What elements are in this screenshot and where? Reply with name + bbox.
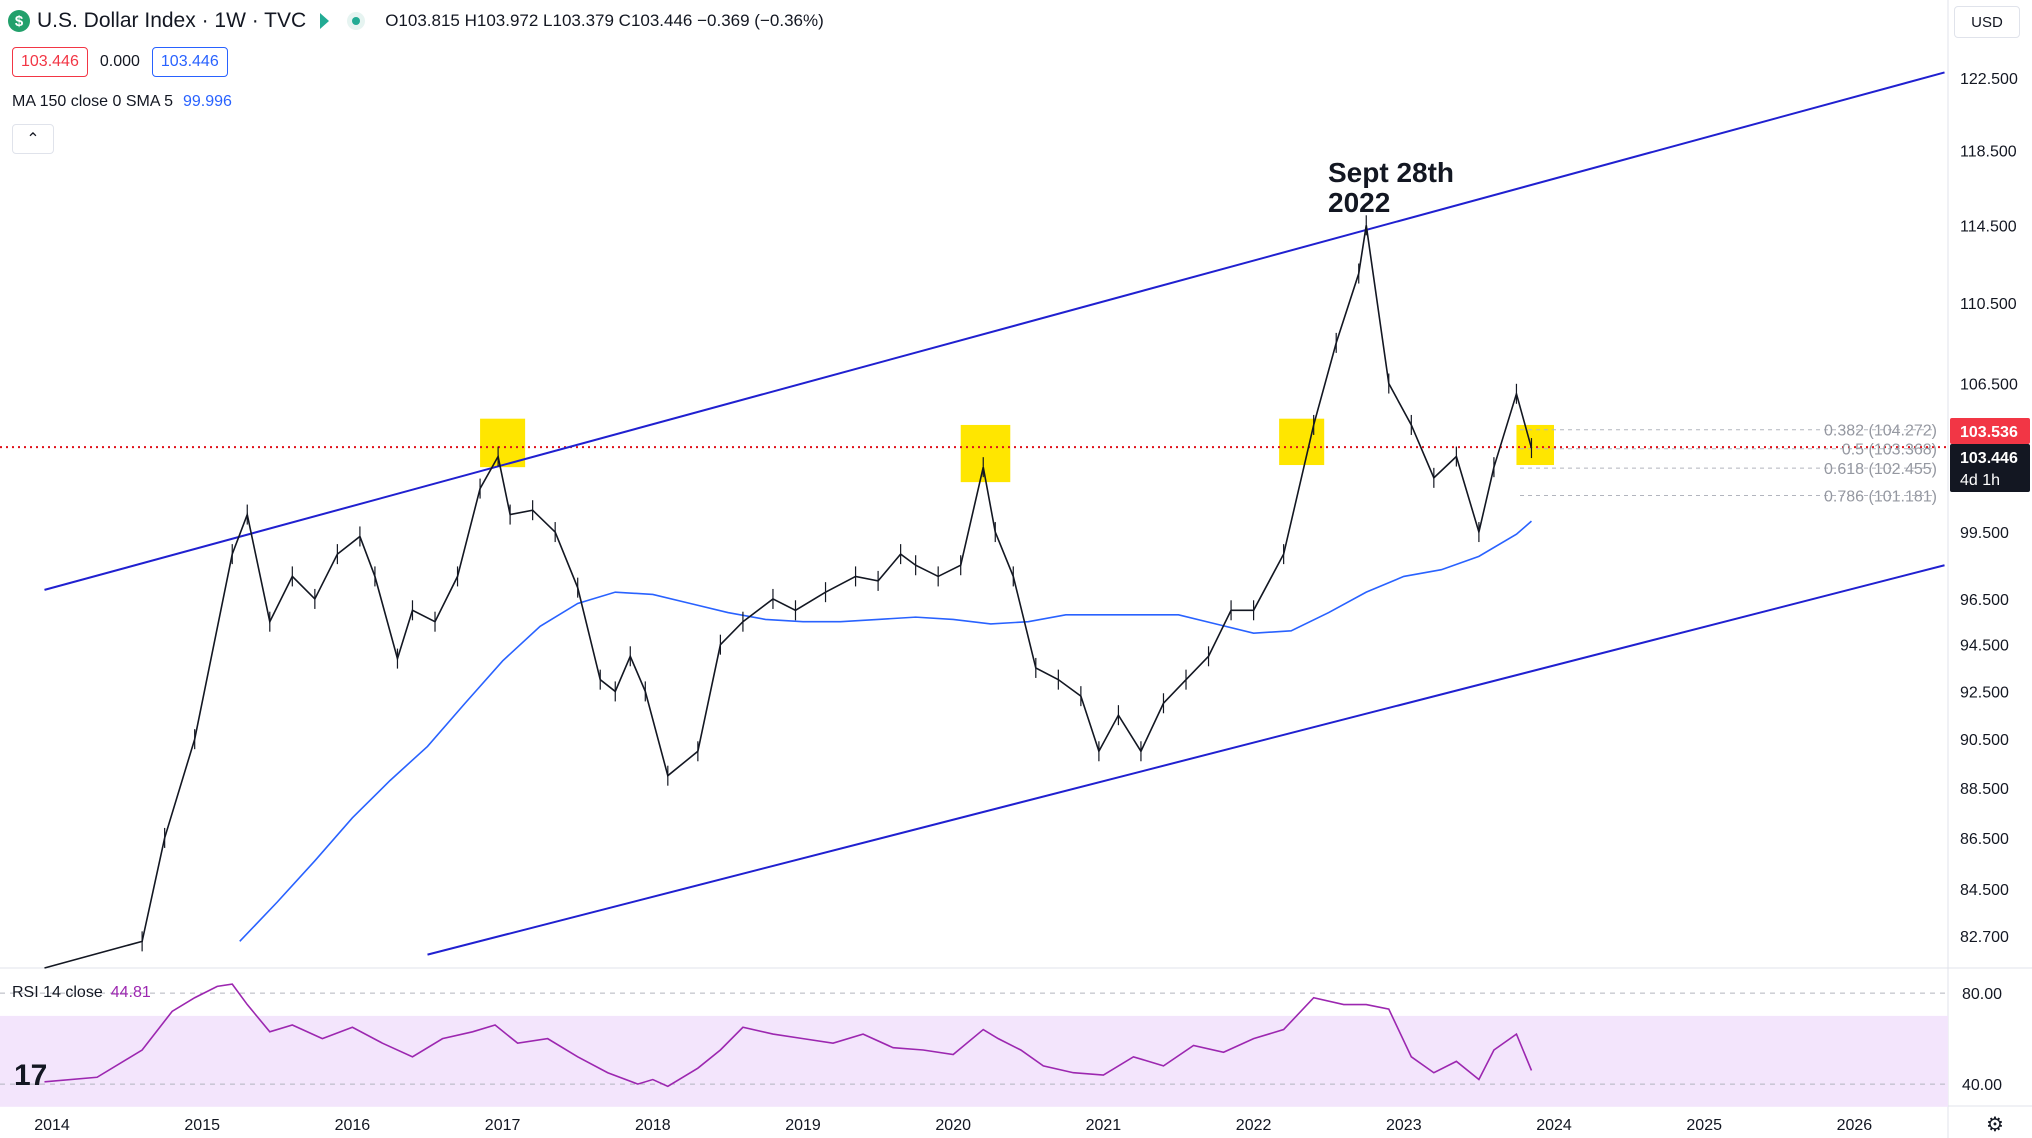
price-tick-label: 106.500 <box>1960 377 2018 394</box>
time-axis: 2014 2015 2016 2017 2018 2019 2020 2021 2022 2023… <box>34 1117 1872 1134</box>
indicator-value: 99.996 <box>182 93 232 110</box>
price-axis: 122.500 118.500 114.500 110.500 106.500 99.50… <box>1960 71 2018 946</box>
price-tick-label: 94.500 <box>1960 638 2009 655</box>
year-tick-label: 2016 <box>335 1117 371 1134</box>
buy-price-button[interactable]: 103.446 <box>151 47 228 77</box>
year-tick-label: 2019 <box>785 1117 821 1134</box>
rsi-tick-label: 80.00 <box>1962 986 2002 1003</box>
year-tick-label: 2025 <box>1686 1117 1722 1134</box>
highlight-zone-1 <box>480 418 526 468</box>
annotation-line1: Sept 28th <box>1328 157 1454 188</box>
rsi-value: 44.81 <box>110 984 151 1001</box>
rsi-legend[interactable]: RSI 14 close 44.81 <box>12 984 151 1002</box>
fib-label-0.786: 0.786 (101.181) <box>1824 488 1937 505</box>
upper-price-badge-text: 103.536 <box>1960 424 2018 441</box>
fib-label-0.382: 0.382 (104.272) <box>1824 423 1937 440</box>
rsi-line <box>44 983 1533 1088</box>
ma-150-line <box>239 520 1532 942</box>
current-price-badge <box>1950 444 2030 492</box>
rsi-tick-label: 40.00 <box>1962 1077 2002 1094</box>
trade-bar: 103.446 0.000 103.446 <box>12 47 228 77</box>
chart-settings-gear-icon[interactable]: ⚙ <box>1986 1114 2004 1136</box>
price-tick-label: 122.500 <box>1960 71 2018 88</box>
year-tick-label: 2018 <box>635 1117 671 1134</box>
collapse-legend-button[interactable]: ⌃ <box>12 124 54 154</box>
indicator-legend[interactable]: MA 150 close 0 SMA 5 99.996 <box>12 93 232 111</box>
price-tick-label: 86.500 <box>1960 831 2009 848</box>
sell-price-button[interactable]: 103.446 <box>12 47 88 77</box>
ohlc-values: O103.815 H103.972 L103.379 C103.446 −0.3… <box>385 11 824 30</box>
highlight-zone-3 <box>1279 418 1325 466</box>
price-tick-label: 96.500 <box>1960 592 2009 609</box>
rsi-label: RSI 14 close <box>12 984 103 1001</box>
upper-price-badge <box>1950 418 2030 444</box>
bar-countdown-text: 4d 1h <box>1960 472 2000 489</box>
price-tick-label: 82.700 <box>1960 929 2009 946</box>
price-tick-label: 84.500 <box>1960 882 2009 899</box>
highlight-zone-2 <box>960 424 1011 483</box>
price-tick-label: 88.500 <box>1960 781 2009 798</box>
fib-label-0.5: 0.5 (103.368) <box>1842 442 1937 459</box>
highlight-zone-4 <box>1516 424 1554 466</box>
fib-levels: 0.382 (104.272) 0.5 (103.368) 0.618 (102.4… <box>1520 423 1937 505</box>
chart-header: $ U.S. Dollar Index · 1W · TVC O103.815 … <box>8 6 824 36</box>
year-tick-label: 2024 <box>1536 1117 1572 1134</box>
ma-series <box>239 520 1532 942</box>
year-tick-label: 2020 <box>935 1117 971 1134</box>
tradingview-logo: 17 <box>14 1059 47 1092</box>
fib-label-0.618: 0.618 (102.455) <box>1824 461 1937 478</box>
price-tick-label: 110.500 <box>1960 296 2017 313</box>
price-badges: 103.536 103.446 4d 1h <box>1950 418 2030 492</box>
rsi-band <box>0 1015 1948 1107</box>
price-series <box>44 215 1533 969</box>
upper-channel-line <box>44 71 1945 591</box>
dxy-price-line <box>44 225 1533 969</box>
symbol-title[interactable]: U.S. Dollar Index · 1W · TVC <box>37 9 307 32</box>
lower-channel-line <box>427 564 1945 956</box>
price-tick-label: 90.500 <box>1960 732 2009 749</box>
indicator-label: MA 150 close 0 SMA 5 <box>12 93 173 110</box>
price-tick-label: 118.500 <box>1960 143 2017 160</box>
highlight-zones <box>480 418 1554 483</box>
currency-selector[interactable]: USD <box>1954 6 2020 38</box>
year-tick-label: 2014 <box>34 1117 70 1134</box>
data-status-dot-icon[interactable] <box>347 12 366 30</box>
rsi-pane: 80.00 40.00 <box>0 983 2002 1107</box>
year-tick-label: 2026 <box>1837 1117 1873 1134</box>
spread-value: 0.000 <box>99 53 140 70</box>
dollar-logo-icon: $ <box>8 10 30 32</box>
price-tick-label: 99.500 <box>1960 525 2009 542</box>
year-tick-label: 2023 <box>1386 1117 1422 1134</box>
annotation-line2: 2022 <box>1328 187 1390 218</box>
current-price-badge-text: 103.446 <box>1960 450 2018 467</box>
price-tick-label: 114.500 <box>1960 218 2017 235</box>
year-tick-label: 2021 <box>1086 1117 1122 1134</box>
year-tick-label: 2022 <box>1236 1117 1272 1134</box>
year-tick-label: 2017 <box>485 1117 521 1134</box>
channel-lines <box>44 71 1945 956</box>
market-status-flag-icon[interactable] <box>320 13 330 29</box>
price-tick-label: 92.500 <box>1960 684 2009 701</box>
year-tick-label: 2015 <box>184 1117 220 1134</box>
